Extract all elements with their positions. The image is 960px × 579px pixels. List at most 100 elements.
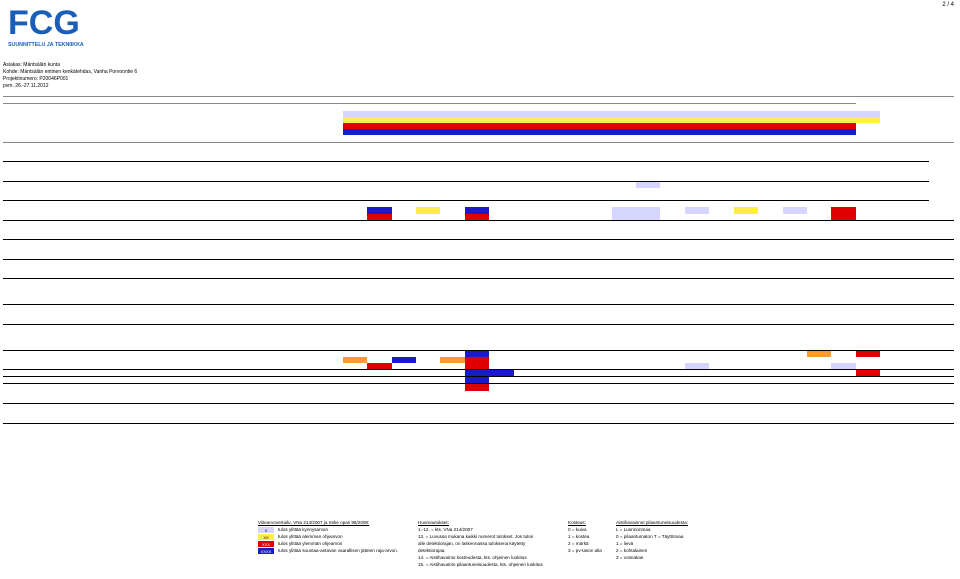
table-cell <box>205 370 243 377</box>
table-cell <box>856 142 880 149</box>
table-row <box>3 155 954 162</box>
table-cell <box>298 253 342 260</box>
table-cell <box>61 135 77 142</box>
table-cell <box>440 423 464 430</box>
table-row <box>3 181 954 188</box>
metal-value <box>685 404 709 411</box>
table-cell <box>261 233 279 240</box>
metal-value <box>612 350 636 357</box>
metal-value <box>807 363 831 370</box>
table-cell <box>205 279 243 286</box>
table-cell <box>538 397 562 404</box>
header-cd <box>660 97 684 104</box>
point-id <box>3 181 36 188</box>
table-cell <box>660 201 684 208</box>
measured-value <box>489 272 513 279</box>
table-cell <box>489 423 513 430</box>
legend-text: tulos ylittää kynnysarvon <box>278 527 328 532</box>
measured-value <box>416 397 440 404</box>
measured-value <box>514 181 538 188</box>
coord-y <box>205 142 243 149</box>
ref-value <box>685 104 709 111</box>
table-cell <box>538 350 562 357</box>
measured-value <box>367 240 391 247</box>
metal-value <box>807 350 831 357</box>
table-cell <box>685 155 709 162</box>
metal-value <box>856 324 880 331</box>
measured-value <box>563 194 588 201</box>
table-cell <box>660 377 684 384</box>
thickness <box>76 384 92 391</box>
table-cell <box>612 194 636 201</box>
table-cell <box>709 142 733 149</box>
thickness <box>76 318 92 325</box>
measured-value <box>416 259 440 266</box>
additional-info <box>125 259 167 266</box>
table-cell <box>278 318 298 325</box>
table-cell <box>929 259 954 266</box>
table-row <box>3 318 954 325</box>
measured-value <box>489 279 513 286</box>
table-cell <box>636 343 660 350</box>
table-cell <box>612 162 636 169</box>
table-cell <box>167 370 205 377</box>
table-cell <box>587 142 611 149</box>
table-cell <box>905 174 929 181</box>
table-row <box>3 233 954 240</box>
table-row <box>3 240 954 247</box>
table-cell <box>660 272 684 279</box>
measured-value <box>343 318 367 325</box>
metal-value <box>856 416 880 423</box>
kaivoseinayte-label <box>3 423 36 430</box>
table-cell <box>205 298 243 305</box>
table-cell <box>243 240 261 247</box>
table-cell <box>205 324 243 331</box>
table-cell <box>734 135 758 142</box>
table-cell <box>636 155 660 162</box>
table-cell <box>612 201 636 208</box>
table-cell <box>76 423 92 430</box>
table-cell <box>783 298 807 305</box>
soil-type <box>92 181 125 188</box>
measured-value <box>440 318 464 325</box>
table-cell <box>636 194 660 201</box>
table-cell <box>758 135 782 142</box>
table-cell <box>392 135 416 142</box>
measured-value <box>465 397 489 404</box>
measured-value <box>343 404 367 411</box>
metal-value <box>783 214 807 221</box>
soil-type <box>92 404 125 411</box>
unit-percent <box>563 135 588 142</box>
metal-value <box>758 363 782 370</box>
table-cell <box>856 272 880 279</box>
metal-value <box>783 240 807 247</box>
thickness <box>76 155 92 162</box>
depth-from <box>36 201 60 208</box>
coord-y <box>205 155 243 162</box>
table-cell <box>660 220 684 227</box>
measured-value <box>392 324 416 331</box>
point-id <box>3 350 36 357</box>
measured-value <box>563 142 588 149</box>
table-cell <box>905 214 929 221</box>
metal-value <box>734 181 758 188</box>
metal-value <box>758 305 782 312</box>
table-cell <box>261 90 279 97</box>
measured-value <box>367 404 391 411</box>
measured-value <box>343 305 367 312</box>
table-cell <box>563 363 588 370</box>
table-cell <box>343 135 367 142</box>
kaivoseinayte-value <box>905 423 929 430</box>
table-cell <box>709 343 733 350</box>
table-cell <box>125 135 167 142</box>
table-cell <box>929 135 954 142</box>
table-cell <box>587 155 611 162</box>
table-cell <box>856 298 880 305</box>
thickness <box>76 324 92 331</box>
measured-value <box>392 416 416 423</box>
table-cell <box>758 384 782 391</box>
table-row <box>3 377 954 384</box>
table-cell <box>489 220 513 227</box>
aisti-title: Aistihavainnot pilaantuneisuudesta: <box>616 519 736 526</box>
header-aistihav <box>261 97 279 104</box>
